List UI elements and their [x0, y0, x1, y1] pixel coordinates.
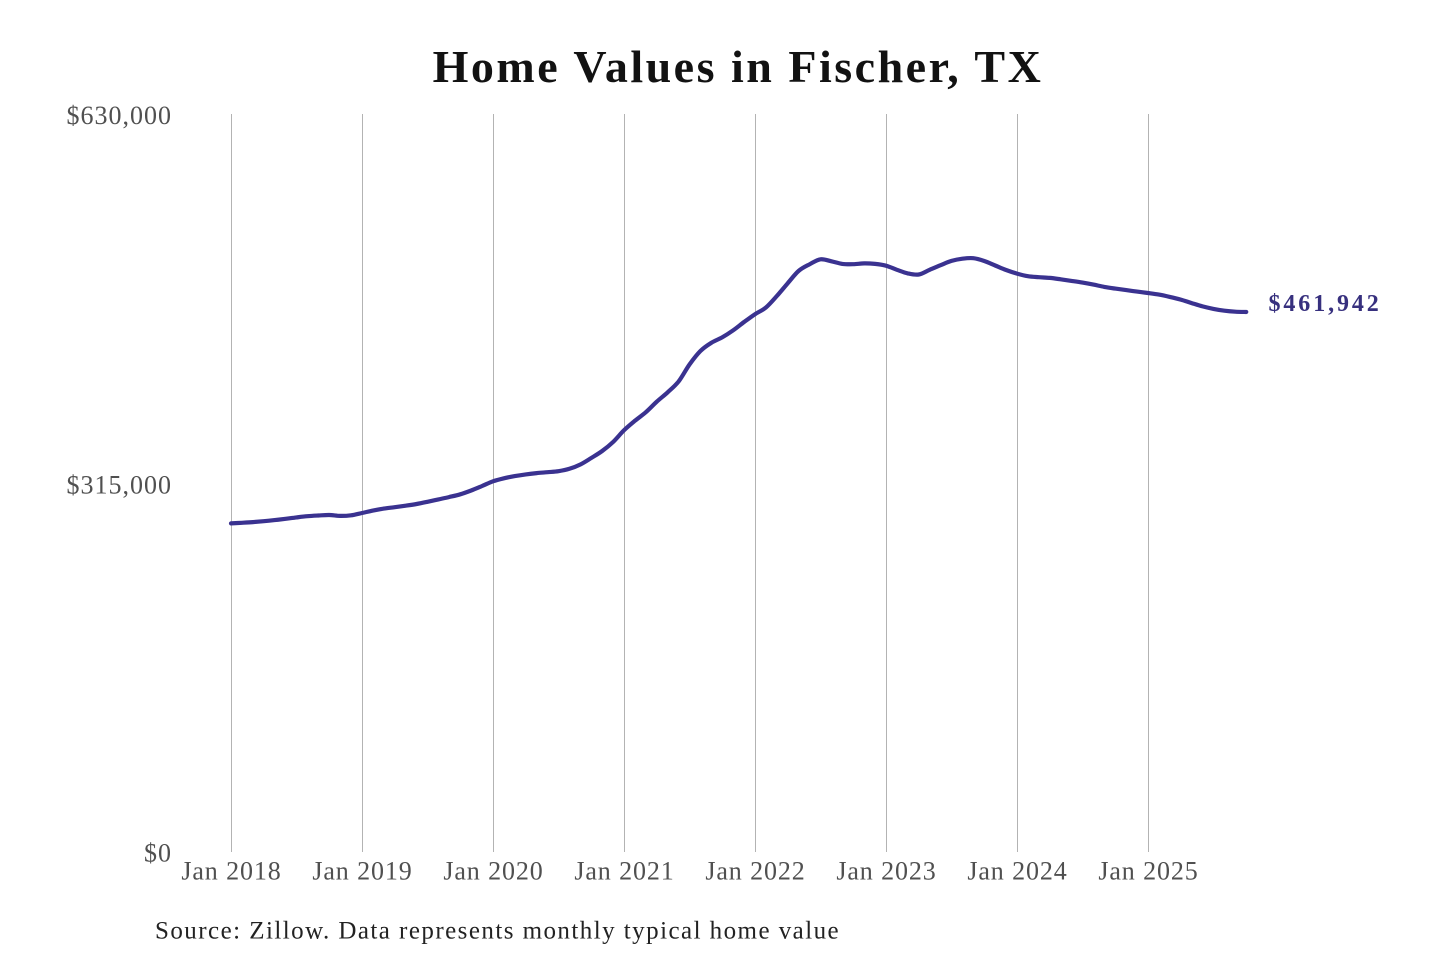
- svg-text:$461,942: $461,942: [1269, 291, 1382, 317]
- svg-text:Jan 2019: Jan 2019: [312, 857, 412, 886]
- svg-text:Jan 2022: Jan 2022: [705, 857, 805, 886]
- svg-text:$315,000: $315,000: [67, 470, 173, 499]
- svg-text:Jan 2021: Jan 2021: [574, 857, 674, 886]
- svg-text:Jan 2023: Jan 2023: [836, 857, 936, 886]
- svg-text:Jan 2018: Jan 2018: [181, 857, 281, 886]
- svg-text:Jan 2025: Jan 2025: [1098, 857, 1198, 886]
- svg-text:Jan 2020: Jan 2020: [443, 857, 543, 886]
- svg-text:Jan 2024: Jan 2024: [967, 857, 1067, 886]
- svg-text:Home Values in Fischer, TX: Home Values in Fischer, TX: [433, 41, 1044, 92]
- svg-text:Source: Zillow. Data represent: Source: Zillow. Data represents monthly …: [155, 917, 840, 944]
- svg-text:$630,000: $630,000: [67, 101, 173, 130]
- svg-text:$0: $0: [144, 839, 172, 868]
